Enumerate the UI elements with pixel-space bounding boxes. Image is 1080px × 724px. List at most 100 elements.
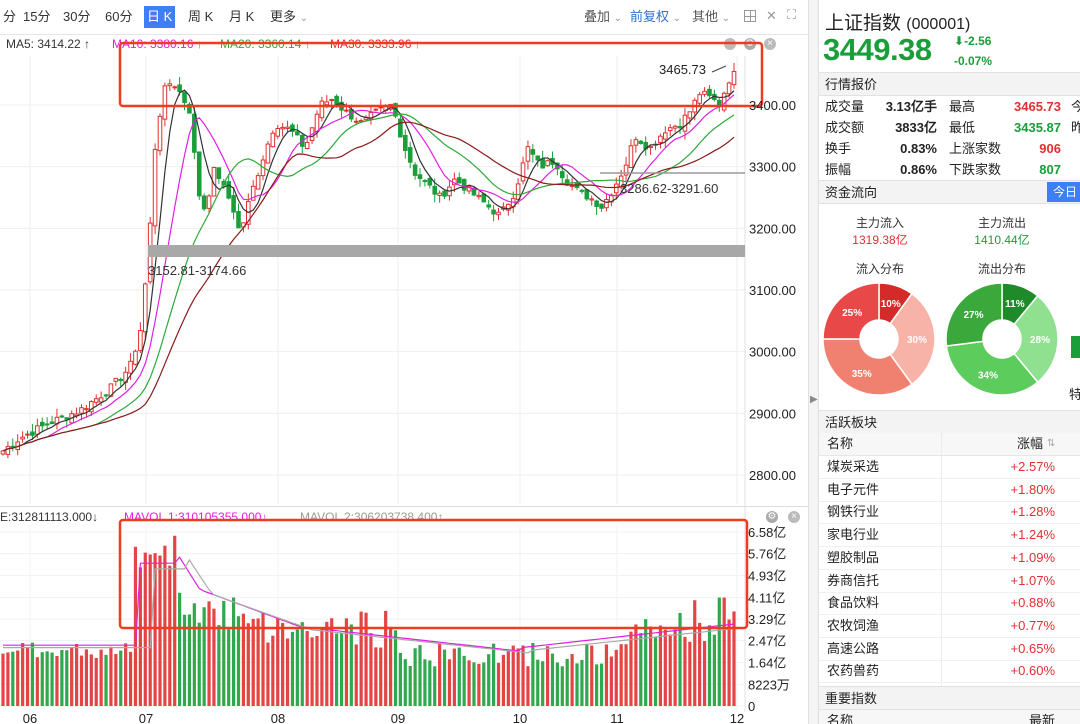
other-button[interactable]: 其他 ⌄ [692, 6, 730, 28]
sector-change: +0.77% [1010, 617, 1055, 633]
candle-body [726, 82, 732, 95]
candle-body [584, 189, 590, 200]
volume-bar [104, 654, 108, 706]
sector-row[interactable]: 农药兽药 +0.60% [819, 660, 1080, 684]
candle-body [128, 360, 133, 374]
close-icon[interactable]: × [788, 511, 800, 523]
kline-chart[interactable]: 3152.81-3174.66 3286.62-3291.60 3465.73 34… [0, 0, 808, 724]
sector-row[interactable]: 电子元件 +1.80% [819, 479, 1080, 502]
volume-bar [545, 646, 550, 706]
index-title: 上证指数 (000001) [825, 8, 970, 35]
overlay-label: 叠加 [584, 9, 611, 24]
sector-row[interactable]: 券商信托 +1.07% [819, 570, 1080, 593]
volume-bar [344, 618, 349, 706]
fullscreen-icon[interactable]: ⛶ [787, 7, 797, 22]
outflow-pie-slice-label: 27% [963, 310, 983, 321]
candle-body [118, 378, 124, 381]
grid-icon[interactable] [744, 10, 756, 22]
candle-body [422, 180, 428, 183]
adjust-button[interactable]: 前复权 ⌄ [630, 6, 681, 28]
candle-body [398, 118, 403, 138]
candle-body [510, 197, 516, 208]
tab-30min[interactable]: 30分 [63, 9, 91, 24]
candle-body [187, 103, 192, 114]
chart-toolbar: 分 15分 30分 60分 日 K 周 K 月 K 更多 ⌄ 叠加 ⌄ 前复权 … [0, 0, 808, 35]
volume-bar [644, 619, 648, 706]
tab-more[interactable]: 更多 ⌄ [267, 6, 311, 28]
volume-bar [1, 653, 5, 706]
candle-body [123, 371, 128, 383]
vol-tick-label: 1.64亿 [748, 656, 786, 671]
volume-bar [212, 608, 216, 706]
inflow-value: 1319.38亿 [852, 233, 908, 247]
tab-60min[interactable]: 60分 [105, 9, 133, 24]
high-pointer [711, 65, 727, 73]
volume-bar [271, 635, 275, 706]
sector-row[interactable]: 钢铁行业 +1.28% [819, 501, 1080, 525]
candle-body [35, 425, 40, 435]
sector-row[interactable]: 高速公路 +0.65% [819, 638, 1080, 661]
candle-body [344, 109, 349, 112]
candle-body [731, 70, 737, 86]
sector-row[interactable]: 农牧饲渔 +0.77% [819, 615, 1080, 638]
sector-row[interactable]: 塑胶制品 +1.09% [819, 547, 1080, 570]
volume-bar [634, 624, 638, 706]
dot-icon[interactable] [724, 38, 736, 50]
volume-bar [732, 611, 736, 706]
candle-body [545, 160, 550, 167]
quote-value: 3435.87 [1014, 120, 1061, 135]
volume-bar [182, 614, 187, 706]
candle-body [373, 108, 379, 111]
candle-body [618, 175, 624, 188]
inflow-pie-slice-label: 10% [881, 299, 901, 310]
volume-bar [359, 611, 363, 706]
candle-body [378, 106, 384, 109]
candle-body [324, 101, 330, 106]
sector-name: 券商信托 [827, 572, 880, 588]
sector-row[interactable]: 煤炭采选 +2.57% [819, 456, 1080, 479]
tab-daily-k[interactable]: 日 K [144, 6, 176, 28]
volume-bar [555, 662, 559, 706]
volume-bar [266, 642, 270, 706]
panel-collapse-handle[interactable]: ▶ [808, 0, 819, 724]
volume-bar [585, 643, 589, 706]
candle-body [231, 195, 236, 213]
volume-bar [339, 632, 344, 706]
volume-bar [472, 662, 476, 706]
close-icon[interactable]: ✕ [766, 8, 777, 23]
inflow-label: 主力流入 [855, 216, 904, 230]
tab-weekly-k[interactable]: 周 K [188, 9, 214, 24]
candle-body [192, 113, 197, 153]
tab-15min[interactable]: 15分 [23, 9, 51, 24]
volume-bar [482, 662, 486, 706]
candle-body [275, 128, 281, 137]
candle-body [687, 111, 693, 119]
settings-icon[interactable]: ⚙ [744, 38, 756, 50]
partial-label: 特 [1069, 387, 1080, 402]
today-tab[interactable]: 今日 [1046, 182, 1080, 202]
outflow-pie-slice [1013, 294, 1059, 384]
candle-body [319, 100, 325, 119]
volume-bar [511, 645, 515, 706]
settings-icon[interactable]: ⚙ [766, 511, 778, 523]
volume-bar [119, 650, 123, 706]
col-name[interactable]: 名称 [827, 436, 854, 451]
mavol1-line [3, 556, 735, 652]
tab-monthly-k[interactable]: 月 K [229, 9, 255, 24]
overlay-button[interactable]: 叠加 ⌄ [584, 6, 622, 28]
sector-row[interactable]: 家电行业 +1.24% [819, 524, 1080, 548]
volume-bar [433, 666, 437, 706]
sector-row[interactable]: 食品饮料 +0.88% [819, 592, 1080, 616]
quote-label: 换手 [825, 141, 852, 156]
close-icon[interactable]: × [764, 38, 776, 50]
candle-body [84, 408, 89, 411]
candle-body [152, 148, 158, 227]
candle-body [299, 134, 305, 147]
candle-body [201, 195, 207, 210]
candle-body [15, 441, 21, 451]
sort-icon[interactable]: ⇅ [1047, 438, 1056, 449]
col-change[interactable]: 涨幅 [1017, 436, 1044, 451]
tab-minute[interactable]: 分 [3, 9, 17, 24]
index-name: 上证指数 [825, 13, 902, 34]
volume-bar [25, 647, 30, 706]
